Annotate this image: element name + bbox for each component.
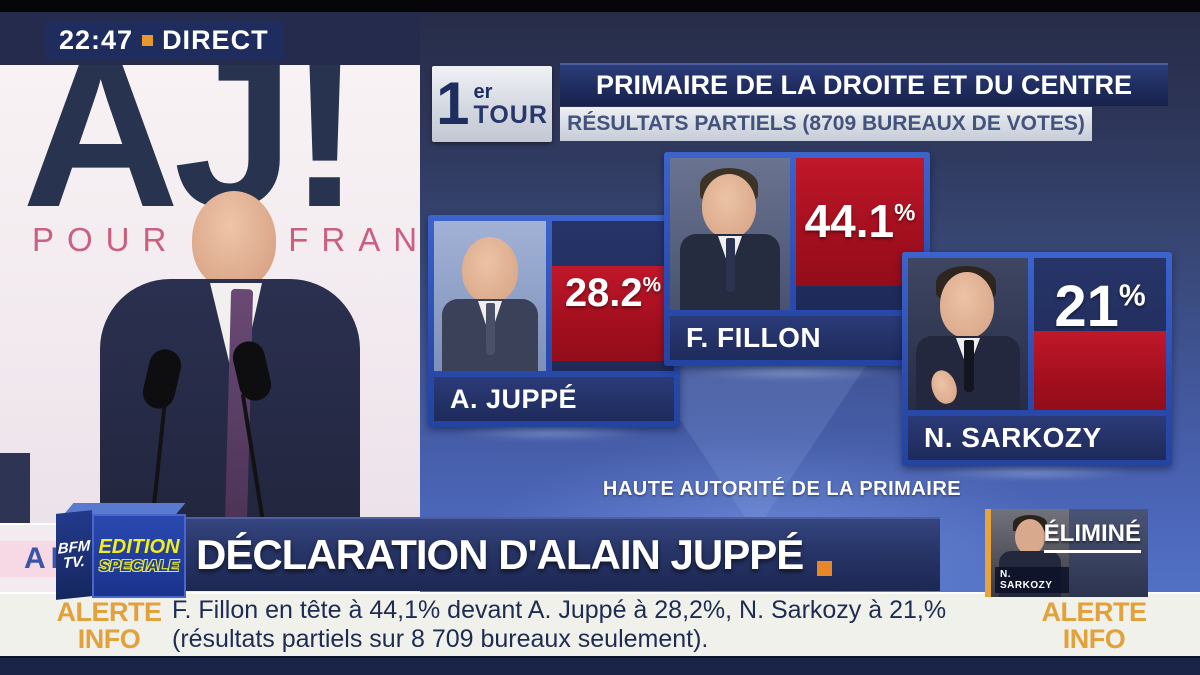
bottom-navy-strip: [0, 656, 1200, 675]
channel-tv: TV.: [63, 552, 85, 573]
edition-label: EDITION: [98, 536, 180, 558]
candidate-name: A. JUPPÉ: [434, 377, 674, 421]
card-reflection: [925, 464, 1140, 480]
candidate-photo: [908, 258, 1028, 410]
clock-time: 22:47: [59, 24, 134, 55]
candidate-photo: [434, 221, 546, 371]
info-word: INFO: [1062, 624, 1126, 654]
results-panel: 1 er TOUR PRIMAIRE DE LA DROITE ET DU CE…: [420, 12, 1200, 592]
score-value: 44.1%: [804, 195, 916, 248]
live-badge: 22:47 DIRECT: [45, 21, 283, 59]
source-attribution: HAUTE AUTORITÉ DE LA PRIMAIRE: [602, 478, 962, 500]
candidate-name: F. FILLON: [670, 316, 924, 360]
candidate-name: N. SARKOZY: [908, 416, 1166, 460]
panel-title: PRIMAIRE DE LA DROITE ET DU CENTRE: [560, 63, 1168, 106]
score-panel: 28.2%: [552, 221, 674, 371]
round-badge: 1 er TOUR: [432, 66, 552, 142]
score-value: 28.2%: [564, 270, 662, 315]
speciale-label: SPECIALE: [98, 558, 179, 575]
eliminated-candidate-name: N. SARKOZY: [995, 567, 1069, 593]
score-panel: 44.1%: [796, 158, 924, 310]
logo-edition-face: EDITION SPECIALE: [92, 514, 186, 598]
score-bar: [1034, 330, 1166, 410]
card-reflection: [688, 364, 898, 380]
candidate-card-juppe: 28.2% A. JUPPÉ: [428, 215, 680, 427]
news-ticker: ALERTE INFO F. Fillon en tête à 44,1% de…: [0, 592, 1200, 656]
channel-logo: BFM TV. EDITION SPECIALE: [56, 503, 186, 600]
candidate-card-sarkozy: 21% N. SARKOZY: [902, 252, 1172, 466]
banner-title: DÉCLARATION D'ALAIN JUPPÉ: [196, 531, 804, 578]
alert-word: ALERTE: [56, 597, 163, 627]
eliminated-label: ÉLIMINÉ: [1043, 520, 1141, 553]
ticker-line-1: F. Fillon en tête à 44,1% devant A. Jupp…: [172, 596, 947, 624]
eliminated-photo: N. SARKOZY: [991, 509, 1069, 597]
score-panel: 21%: [1034, 258, 1166, 410]
eliminated-box: N. SARKOZY ÉLIMINÉ: [985, 509, 1148, 597]
score-value: 21%: [1054, 274, 1146, 340]
round-number: 1: [436, 70, 470, 137]
info-word: INFO: [77, 624, 141, 654]
alert-info-badge-left: ALERTE INFO: [50, 599, 168, 653]
banner-period-square: [817, 560, 833, 576]
alert-info-badge-right: ALERTE INFO: [1035, 599, 1153, 653]
score-bar: [552, 266, 674, 361]
candidate-card-fillon: 44.1% F. FILLON: [664, 152, 930, 366]
ticker-line-2: (résultats partiels sur 8 709 bureaux se…: [172, 625, 709, 653]
live-label: DIRECT: [162, 24, 269, 55]
round-ordinal-suffix: er: [473, 81, 493, 103]
aj-campaign-logo: AJ!: [22, 65, 361, 253]
round-word: TOUR: [473, 101, 548, 129]
ticker-text: F. Fillon en tête à 44,1% devant A. Jupp…: [172, 596, 1042, 654]
speaker-head: [192, 191, 276, 289]
alert-word: ALERTE: [1041, 597, 1148, 627]
lower-third-banner: DÉCLARATION D'ALAIN JUPPÉ: [138, 517, 940, 591]
logo-channel-name: BFM TV.: [56, 510, 92, 600]
eliminated-photo-head: [1015, 519, 1045, 555]
top-letterbox-bar: [0, 0, 1200, 12]
card-reflection: [450, 424, 650, 440]
live-dot-icon: [142, 34, 154, 46]
panel-subtitle: RÉSULTATS PARTIELS (8709 BUREAUX DE VOTE…: [560, 107, 1092, 141]
candidate-photo: [670, 158, 790, 310]
